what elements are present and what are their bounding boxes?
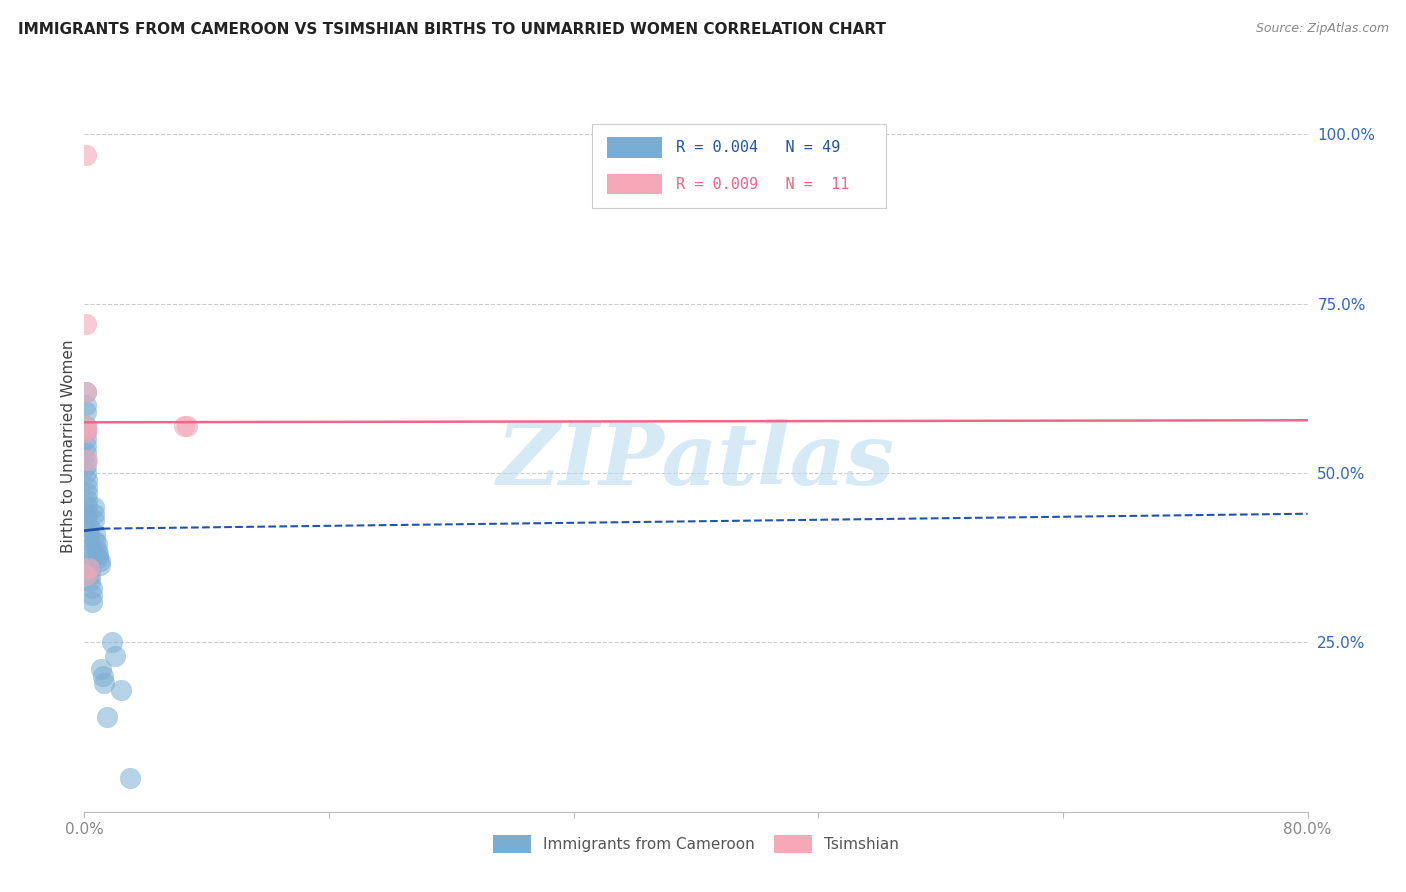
Point [89, 554, 111, 568]
Point [77, 541, 100, 555]
Text: ZIPatlas: ZIPatlas [496, 419, 896, 502]
Point [76, 500, 98, 514]
Point [84, 527, 107, 541]
Bar [606, 174, 662, 194]
Point [75, 459, 97, 474]
Point [75, 384, 97, 399]
Legend: Immigrants from Cameroon, Tsimshian: Immigrants from Cameroon, Tsimshian [486, 829, 905, 859]
Point [93, 676, 115, 690]
Point [76, 480, 98, 494]
Text: R = 0.009   N =  11: R = 0.009 N = 11 [676, 177, 849, 192]
Point [76, 507, 98, 521]
Point [76, 514, 98, 528]
Point [76, 452, 98, 467]
Point [176, 418, 198, 433]
Point [83, 507, 105, 521]
Point [110, 682, 132, 697]
Point [77, 547, 100, 561]
Point [77, 520, 100, 534]
Point [79, 561, 101, 575]
Point [75, 148, 97, 162]
Point [76, 473, 98, 487]
Point [75, 452, 97, 467]
Point [90, 663, 112, 677]
Point [84, 533, 107, 548]
Point [104, 648, 127, 663]
Point [87, 550, 110, 565]
Point [77, 561, 100, 575]
Point [79, 567, 101, 582]
Point [75, 567, 97, 582]
Point [79, 574, 101, 589]
Text: R = 0.004   N = 49: R = 0.004 N = 49 [676, 140, 841, 155]
Point [75, 418, 97, 433]
Point [77, 527, 100, 541]
Point [86, 537, 108, 551]
Bar [606, 137, 662, 158]
Point [77, 533, 100, 548]
Point [75, 432, 97, 446]
Point [75, 384, 97, 399]
Point [120, 771, 142, 785]
Point [79, 554, 101, 568]
Point [80, 595, 103, 609]
Point [76, 486, 98, 500]
Point [89, 558, 111, 572]
Point [91, 669, 114, 683]
Point [83, 500, 105, 514]
Point [75, 405, 97, 419]
Point [75, 425, 97, 440]
Point [75, 418, 97, 433]
Point [75, 446, 97, 460]
Text: IMMIGRANTS FROM CAMEROON VS TSIMSHIAN BIRTHS TO UNMARRIED WOMEN CORRELATION CHAR: IMMIGRANTS FROM CAMEROON VS TSIMSHIAN BI… [18, 22, 886, 37]
Point [75, 422, 97, 436]
Point [75, 398, 97, 412]
Point [101, 635, 124, 649]
Point [75, 439, 97, 453]
Point [75, 466, 97, 480]
Text: Source: ZipAtlas.com: Source: ZipAtlas.com [1256, 22, 1389, 36]
FancyBboxPatch shape [592, 124, 886, 209]
Point [80, 581, 103, 595]
Point [86, 544, 108, 558]
Point [75, 317, 97, 331]
Point [87, 547, 110, 561]
Y-axis label: Births to Unmarried Women: Births to Unmarried Women [60, 339, 76, 553]
Point [96, 710, 118, 724]
Point [80, 588, 103, 602]
Point [75, 425, 97, 440]
Point [173, 418, 195, 433]
Point [83, 514, 105, 528]
Point [76, 493, 98, 508]
